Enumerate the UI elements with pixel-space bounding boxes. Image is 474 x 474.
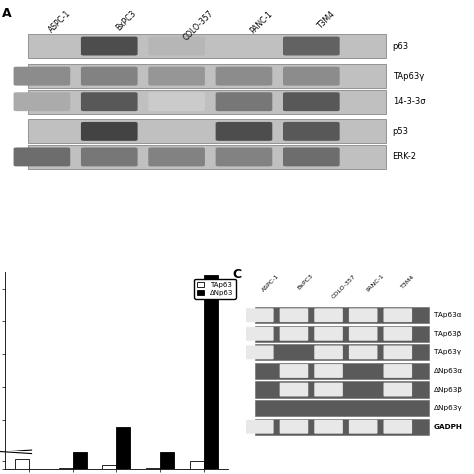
FancyBboxPatch shape <box>81 122 137 141</box>
FancyBboxPatch shape <box>383 383 412 396</box>
Bar <box>28 90 386 114</box>
Text: ASPC-1: ASPC-1 <box>262 273 281 293</box>
Bar <box>204 275 218 469</box>
FancyBboxPatch shape <box>280 364 308 378</box>
Text: A: A <box>2 7 12 20</box>
FancyBboxPatch shape <box>280 327 308 341</box>
Bar <box>160 452 174 469</box>
Bar <box>255 419 429 435</box>
FancyBboxPatch shape <box>280 420 308 434</box>
FancyBboxPatch shape <box>314 364 343 378</box>
Bar <box>255 382 429 398</box>
FancyBboxPatch shape <box>81 67 137 86</box>
Bar <box>255 326 429 342</box>
FancyBboxPatch shape <box>383 327 412 341</box>
Bar <box>28 119 386 143</box>
FancyBboxPatch shape <box>280 308 308 322</box>
FancyBboxPatch shape <box>280 383 308 396</box>
FancyBboxPatch shape <box>81 92 137 111</box>
FancyBboxPatch shape <box>283 122 340 141</box>
FancyBboxPatch shape <box>283 92 340 111</box>
Text: COLO-357: COLO-357 <box>181 9 215 43</box>
Bar <box>59 467 73 469</box>
FancyBboxPatch shape <box>216 67 272 86</box>
Text: C: C <box>233 267 242 281</box>
Bar <box>255 400 429 416</box>
FancyBboxPatch shape <box>383 364 412 378</box>
Legend: TAp63, ΔNp63: TAp63, ΔNp63 <box>194 279 236 299</box>
Text: PANC-1: PANC-1 <box>365 273 385 293</box>
FancyBboxPatch shape <box>245 346 273 359</box>
FancyBboxPatch shape <box>148 36 205 55</box>
FancyBboxPatch shape <box>314 420 343 434</box>
FancyBboxPatch shape <box>283 147 340 166</box>
FancyBboxPatch shape <box>81 147 137 166</box>
FancyBboxPatch shape <box>383 346 412 359</box>
Text: TAp63γ: TAp63γ <box>434 349 461 356</box>
FancyBboxPatch shape <box>283 67 340 86</box>
Bar <box>255 344 429 361</box>
Text: ΔNp63γ: ΔNp63γ <box>434 405 462 411</box>
FancyBboxPatch shape <box>216 122 272 141</box>
Text: ΔNp63α: ΔNp63α <box>434 368 463 374</box>
FancyBboxPatch shape <box>148 67 205 86</box>
Text: COLO-357: COLO-357 <box>331 273 357 300</box>
Text: T3M4: T3M4 <box>316 9 337 30</box>
FancyBboxPatch shape <box>314 327 343 341</box>
FancyBboxPatch shape <box>314 308 343 322</box>
Text: TAp63β: TAp63β <box>434 331 461 337</box>
FancyBboxPatch shape <box>245 420 273 434</box>
FancyBboxPatch shape <box>349 420 377 434</box>
Text: ERK-2: ERK-2 <box>392 153 417 162</box>
Bar <box>15 459 29 469</box>
FancyBboxPatch shape <box>349 327 377 341</box>
Bar <box>117 428 130 469</box>
FancyBboxPatch shape <box>245 327 273 341</box>
FancyBboxPatch shape <box>349 346 377 359</box>
Text: ΔNp63β: ΔNp63β <box>434 387 463 392</box>
Bar <box>102 465 117 469</box>
Text: BxPC3: BxPC3 <box>114 9 137 33</box>
FancyBboxPatch shape <box>216 147 272 166</box>
FancyBboxPatch shape <box>148 92 205 111</box>
FancyBboxPatch shape <box>314 346 343 359</box>
Bar <box>73 452 87 469</box>
Text: TAp63γ: TAp63γ <box>392 72 424 81</box>
Text: BxPC3: BxPC3 <box>296 273 314 291</box>
FancyBboxPatch shape <box>314 383 343 396</box>
FancyBboxPatch shape <box>148 147 205 166</box>
Text: GADPH: GADPH <box>434 424 463 430</box>
FancyBboxPatch shape <box>14 67 70 86</box>
Bar <box>190 461 204 469</box>
Bar <box>255 363 429 379</box>
Text: ASPC-1: ASPC-1 <box>46 9 72 35</box>
Text: T3M4: T3M4 <box>400 273 416 289</box>
Text: 14-3-3σ: 14-3-3σ <box>392 97 425 106</box>
Text: PANC-1: PANC-1 <box>248 9 275 35</box>
Text: p53: p53 <box>392 127 409 136</box>
FancyBboxPatch shape <box>383 308 412 322</box>
Text: TAp63α: TAp63α <box>434 312 461 318</box>
FancyBboxPatch shape <box>14 147 70 166</box>
FancyBboxPatch shape <box>383 420 412 434</box>
Bar <box>146 467 160 469</box>
FancyBboxPatch shape <box>349 308 377 322</box>
Text: p63: p63 <box>392 42 409 51</box>
FancyBboxPatch shape <box>14 92 70 111</box>
Bar <box>28 64 386 88</box>
Bar <box>255 307 429 323</box>
Bar <box>28 34 386 58</box>
Bar <box>28 145 386 169</box>
FancyBboxPatch shape <box>216 92 272 111</box>
FancyBboxPatch shape <box>245 308 273 322</box>
FancyBboxPatch shape <box>283 36 340 55</box>
FancyBboxPatch shape <box>81 36 137 55</box>
